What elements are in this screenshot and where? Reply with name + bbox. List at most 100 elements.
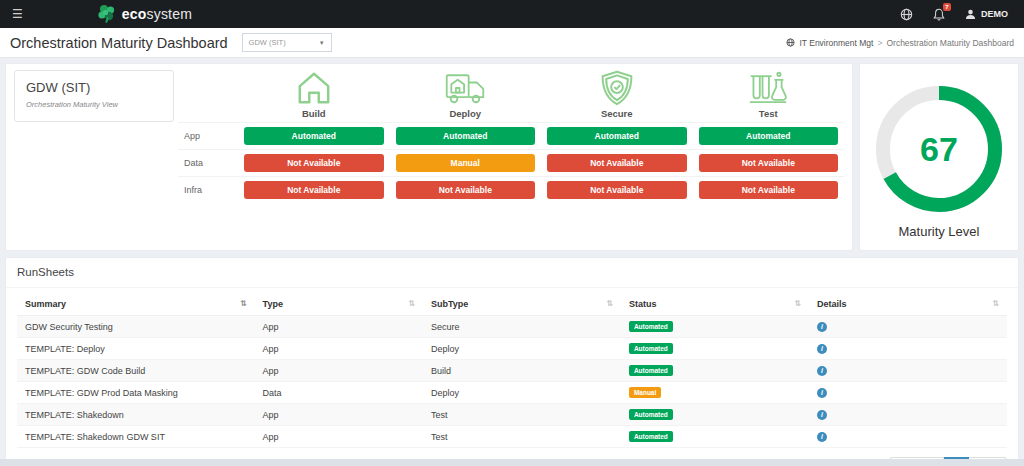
user-menu[interactable]: DEMO	[965, 9, 1008, 20]
breadcrumb-separator: >	[877, 38, 882, 48]
status-badge: Manual	[629, 387, 661, 398]
status-badge: Automated	[629, 409, 673, 420]
shield-check-icon	[599, 70, 635, 106]
info-icon[interactable]: i	[817, 344, 827, 354]
status-button-app-build[interactable]: Automated	[244, 127, 384, 145]
column-header-details[interactable]: Details⇅	[809, 293, 1007, 316]
sort-icon[interactable]: ⇅	[794, 299, 801, 308]
column-header-build: Build	[238, 64, 390, 122]
maturity-gauge-panel: 67 Maturity Level	[859, 63, 1019, 251]
environment-card-subtitle: Orchestration Maturity View	[26, 100, 162, 109]
column-header-status[interactable]: Status⇅	[621, 293, 809, 316]
cell-summary: TEMPLATE: GDW Code Build	[17, 360, 255, 382]
status-button-infra-build[interactable]: Not Available	[244, 181, 384, 199]
info-icon[interactable]: i	[817, 432, 827, 442]
chevron-down-icon: ▼	[319, 40, 325, 46]
cell-subtype: Build	[423, 360, 621, 382]
user-icon	[965, 9, 976, 20]
cell-subtype: Test	[423, 404, 621, 426]
breadcrumb: IT Environment Mgt > Orchestration Matur…	[786, 38, 1014, 48]
status-button-app-secure[interactable]: Automated	[547, 127, 687, 145]
status-button-app-test[interactable]: Automated	[699, 127, 839, 145]
maturity-grid: Build Deploy	[178, 64, 844, 203]
sort-icon[interactable]: ⇅	[992, 299, 999, 308]
sort-icon[interactable]: ⇅	[240, 299, 247, 308]
test-tubes-icon	[748, 70, 788, 106]
status-badge: Automated	[629, 321, 673, 332]
runsheets-panel: RunSheets Summary⇅ Type⇅ SubType⇅ Status…	[5, 257, 1019, 466]
cell-type: App	[255, 316, 423, 338]
cell-type: App	[255, 426, 423, 448]
row-label-infra: Infra	[178, 176, 238, 203]
environment-select[interactable]: GDW (SIT) ▼	[242, 33, 332, 52]
row-label-data: Data	[178, 149, 238, 176]
table-row: TEMPLATE: Shakedown App Test Automated i	[17, 404, 1007, 426]
house-icon	[295, 70, 333, 106]
row-label-app: App	[178, 122, 238, 149]
cell-subtype: Deploy	[423, 338, 621, 360]
column-header-test: Test	[693, 64, 845, 122]
maturity-donut-chart: 67	[870, 80, 1008, 218]
delivery-truck-icon	[444, 70, 486, 106]
sort-icon[interactable]: ⇅	[408, 299, 415, 308]
table-row: TEMPLATE: GDW Prod Data Masking Data Dep…	[17, 382, 1007, 404]
brand-name: ecosystem	[122, 6, 192, 22]
cell-summary: TEMPLATE: Shakedown	[17, 404, 255, 426]
breadcrumb-root-link[interactable]: IT Environment Mgt	[799, 38, 873, 48]
environment-select-value: GDW (SIT)	[249, 38, 286, 47]
cell-type: App	[255, 360, 423, 382]
cell-type: Data	[255, 382, 423, 404]
cell-summary: TEMPLATE: GDW Prod Data Masking	[17, 382, 255, 404]
runsheets-title: RunSheets	[6, 258, 1018, 288]
environment-card: GDW (SIT) Orchestration Maturity View	[14, 70, 174, 122]
status-button-data-test[interactable]: Not Available	[699, 154, 839, 172]
cell-subtype: Deploy	[423, 382, 621, 404]
cell-summary: GDW Security Testing	[17, 316, 255, 338]
notifications-bell-icon[interactable]: 7	[933, 8, 945, 21]
column-header-secure: Secure	[541, 64, 693, 122]
top-navbar: ☰ ecosystem 7 DEMO	[0, 0, 1024, 28]
cell-summary: TEMPLATE: Shakedown GDW SIT	[17, 426, 255, 448]
cell-type: App	[255, 404, 423, 426]
column-header-subtype[interactable]: SubType⇅	[423, 293, 621, 316]
table-row: TEMPLATE: Shakedown GDW SIT App Test Aut…	[17, 426, 1007, 448]
status-button-app-deploy[interactable]: Automated	[396, 127, 536, 145]
brand-logo[interactable]: ecosystem	[97, 4, 192, 24]
cell-subtype: Secure	[423, 316, 621, 338]
status-button-data-build[interactable]: Not Available	[244, 154, 384, 172]
table-row: GDW Security Testing App Secure Automate…	[17, 316, 1007, 338]
info-icon[interactable]: i	[817, 366, 827, 376]
breadcrumb-globe-icon	[786, 38, 795, 47]
column-header-deploy: Deploy	[390, 64, 542, 122]
breadcrumb-current: Orchestration Maturity Dashboard	[886, 38, 1014, 48]
hamburger-icon[interactable]: ☰	[0, 7, 35, 21]
column-header-summary[interactable]: Summary⇅	[17, 293, 255, 316]
status-badge: Automated	[629, 343, 673, 354]
status-badge: Automated	[629, 431, 673, 442]
table-row: TEMPLATE: Deploy App Deploy Automated i	[17, 338, 1007, 360]
status-button-infra-secure[interactable]: Not Available	[547, 181, 687, 199]
cell-summary: TEMPLATE: Deploy	[17, 338, 255, 360]
gauge-label: Maturity Level	[899, 224, 980, 239]
clover-logo-icon	[97, 4, 117, 24]
info-icon[interactable]: i	[817, 388, 827, 398]
status-button-infra-test[interactable]: Not Available	[699, 181, 839, 199]
runsheets-table: Summary⇅ Type⇅ SubType⇅ Status⇅ Details⇅…	[17, 293, 1007, 448]
footer-strip	[0, 459, 1024, 466]
sort-icon[interactable]: ⇅	[606, 299, 613, 308]
status-badge: Automated	[629, 365, 673, 376]
cell-type: App	[255, 338, 423, 360]
status-button-infra-deploy[interactable]: Not Available	[396, 181, 536, 199]
environment-card-title: GDW (SIT)	[26, 80, 162, 95]
column-header-type[interactable]: Type⇅	[255, 293, 423, 316]
status-button-data-secure[interactable]: Not Available	[547, 154, 687, 172]
info-icon[interactable]: i	[817, 410, 827, 420]
cell-subtype: Test	[423, 426, 621, 448]
table-row: TEMPLATE: GDW Code Build App Build Autom…	[17, 360, 1007, 382]
globe-icon[interactable]	[900, 8, 913, 21]
gauge-value: 67	[920, 130, 958, 168]
info-icon[interactable]: i	[817, 322, 827, 332]
user-label: DEMO	[981, 9, 1008, 19]
page-header: Orchestration Maturity Dashboard GDW (SI…	[0, 28, 1024, 58]
status-button-data-deploy[interactable]: Manual	[396, 154, 536, 172]
